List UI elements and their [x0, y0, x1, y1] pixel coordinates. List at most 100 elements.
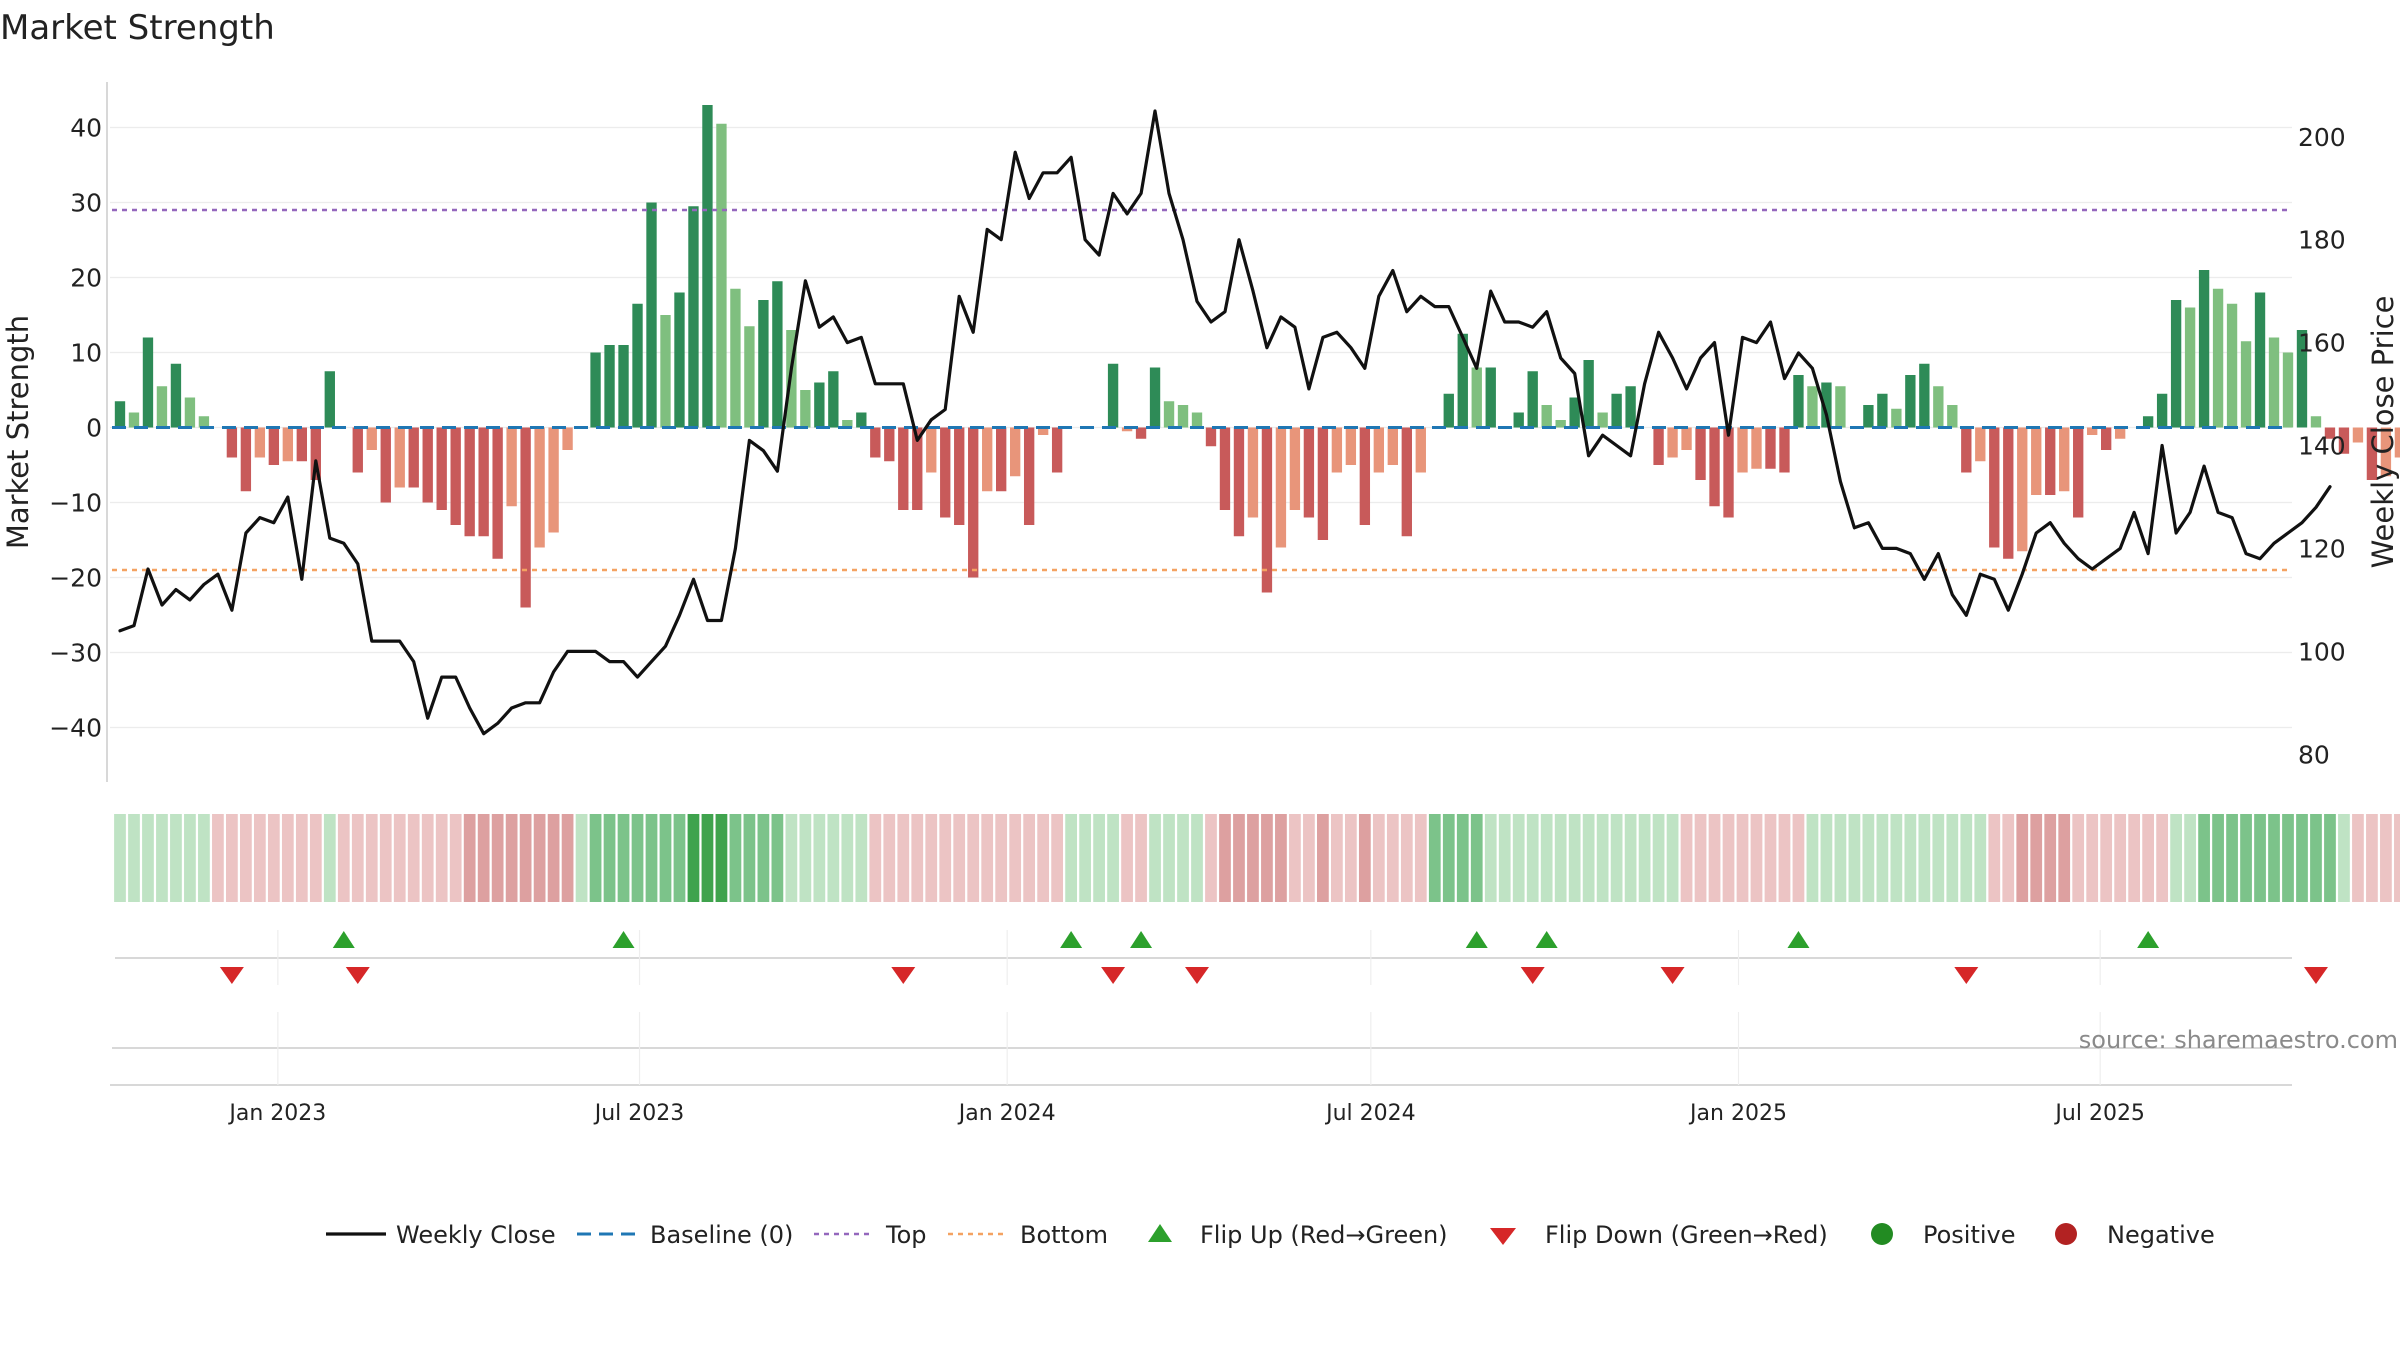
strength-bar-negative — [1051, 427, 1063, 473]
strength-bar-negative — [2352, 427, 2364, 443]
strength-bar-positive — [1163, 401, 1175, 428]
heat-cell — [1666, 814, 1679, 902]
flip-down-marker — [1185, 967, 1210, 984]
heat-cell — [1051, 814, 1064, 902]
heat-cell — [226, 814, 238, 902]
strength-bar-negative — [506, 427, 517, 507]
flip-up-marker — [1130, 931, 1153, 948]
heat-cell — [1303, 814, 1315, 902]
heat-cell — [1065, 814, 1077, 902]
heat-cell — [1317, 814, 1329, 902]
strength-bar-negative — [436, 427, 447, 510]
strength-bar-positive — [1821, 382, 1832, 428]
strength-bar-negative — [996, 427, 1007, 492]
strength-bar-negative — [240, 427, 252, 492]
heat-cell — [114, 814, 126, 902]
strength-bar-positive — [1793, 375, 1804, 428]
legend-negative-swatch — [2055, 1223, 2077, 1245]
strength-bar-positive — [128, 412, 140, 428]
strength-bar-negative — [1779, 427, 1790, 473]
heat-cell — [1540, 814, 1553, 902]
heat-cell — [128, 814, 140, 902]
date-tick-label: Jan 2023 — [227, 1101, 326, 1126]
heat-cell — [855, 814, 868, 902]
strength-bar-negative — [2003, 427, 2014, 559]
strength-bar-negative — [1009, 427, 1021, 477]
strength-bar-positive — [2170, 300, 2182, 428]
right-tick-label: 200 — [2298, 123, 2346, 152]
right-tick-label: 100 — [2298, 637, 2346, 666]
strength-bar-positive — [702, 105, 713, 428]
strength-bar-positive — [1905, 375, 1916, 428]
heat-cell — [1400, 814, 1413, 902]
heat-cell — [519, 814, 532, 902]
heat-cell — [575, 814, 588, 902]
heat-cell — [1177, 814, 1189, 902]
strength-bar-negative — [1037, 427, 1049, 435]
heat-cell — [2030, 814, 2043, 902]
heat-cell — [757, 814, 770, 902]
strength-bar-positive — [2240, 341, 2252, 428]
strength-bar-negative — [1387, 427, 1398, 465]
heat-cell — [1792, 814, 1805, 902]
heat-cell — [365, 814, 378, 902]
heat-cell — [323, 814, 336, 902]
strength-bar-positive — [184, 397, 196, 428]
heat-cell — [421, 814, 434, 902]
heat-cell — [1289, 814, 1301, 902]
heat-cell — [841, 814, 854, 902]
heat-cell — [617, 814, 630, 902]
strength-bar-negative — [926, 427, 937, 473]
heat-cell — [463, 814, 476, 902]
strength-bar-positive — [1877, 393, 1888, 428]
flip-down-marker — [1660, 967, 1685, 984]
strength-bar-positive — [688, 206, 699, 428]
heat-cell — [631, 814, 644, 902]
strength-bar-negative — [1303, 427, 1315, 518]
left-tick-label: 10 — [70, 339, 102, 368]
strength-bar-positive — [1583, 360, 1594, 428]
strength-bar-negative — [1737, 427, 1748, 473]
strength-bar-negative — [464, 427, 475, 537]
heat-cell — [953, 814, 966, 902]
strength-bar-positive — [772, 281, 783, 428]
flip-down-marker — [2303, 967, 2328, 984]
strength-bar-negative — [2031, 427, 2042, 495]
heat-cell — [2016, 814, 2029, 902]
left-tick-label: 30 — [70, 189, 102, 218]
heat-cell — [505, 814, 518, 902]
strength-bar-negative — [2366, 427, 2378, 480]
legend-flip-up-swatch — [1148, 1224, 1172, 1242]
heat-cell — [2380, 814, 2392, 902]
heat-cell — [1163, 814, 1175, 902]
chart-title: Market Strength — [0, 8, 275, 48]
strength-bar-negative — [1415, 427, 1426, 473]
strength-bar-negative — [1233, 427, 1245, 537]
strength-bar-positive — [646, 202, 657, 428]
strength-bar-negative — [1751, 427, 1762, 469]
heat-cell — [2058, 814, 2071, 902]
strength-bar-positive — [1485, 367, 1496, 428]
heat-cell — [603, 814, 616, 902]
left-tick-label: 0 — [86, 414, 102, 443]
strength-bar-positive — [2142, 416, 2154, 428]
heat-cell — [1372, 814, 1385, 902]
strength-bar-positive — [1541, 405, 1552, 428]
strength-bar-negative — [478, 427, 489, 537]
heat-cell — [1037, 814, 1050, 902]
strength-bar-positive — [744, 326, 755, 428]
strength-bar-negative — [310, 427, 321, 480]
heat-cell — [309, 814, 322, 902]
heat-cell — [1652, 814, 1665, 902]
strength-bar-positive — [2198, 270, 2210, 428]
strength-bar-negative — [2114, 427, 2126, 439]
flip-up-marker — [612, 931, 635, 948]
heat-cell — [1093, 814, 1105, 902]
strength-bar-negative — [2087, 427, 2098, 435]
heat-cell — [435, 814, 448, 902]
left-tick-label: −20 — [49, 564, 102, 593]
legend-top-label: Top — [885, 1221, 927, 1249]
legend-weekly-close-label: Weekly Close — [396, 1221, 556, 1249]
strength-bar-positive — [1891, 408, 1902, 428]
heat-cell — [981, 814, 994, 902]
